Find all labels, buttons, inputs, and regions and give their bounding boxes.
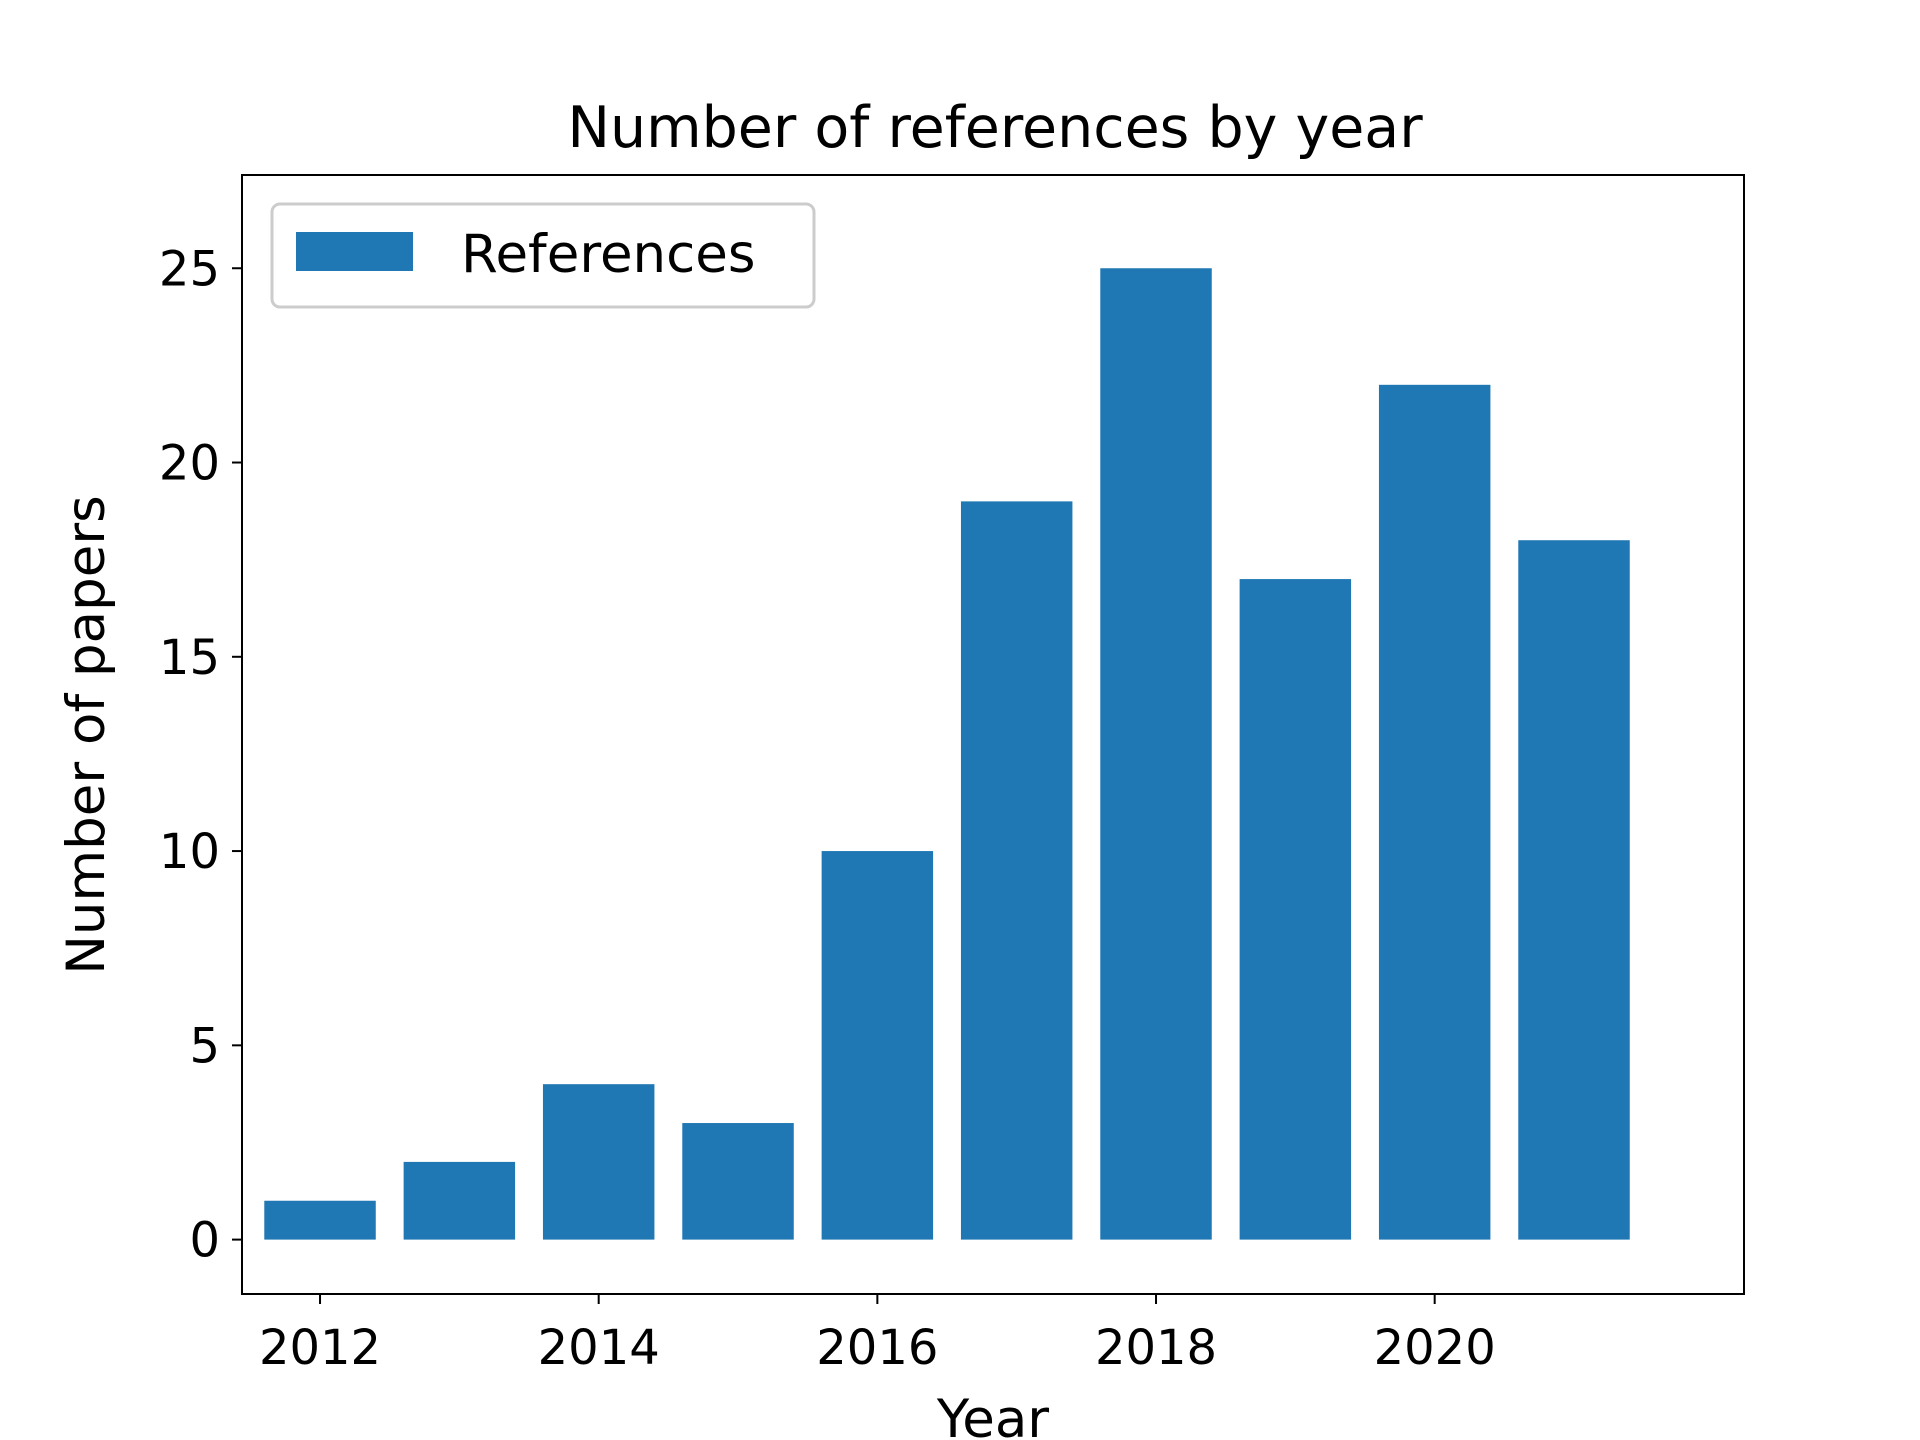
bar-2018 [1100, 268, 1212, 1240]
x-tick-label: 2014 [538, 1320, 660, 1376]
bar-2017 [960, 501, 1073, 1240]
x-tick-label: 2018 [1095, 1320, 1217, 1376]
bar-2020 [1378, 384, 1491, 1240]
legend-swatch [296, 232, 413, 271]
y-axis-ticks: 0 5 10 15 20 25 [159, 241, 242, 1269]
bar-2016 [821, 851, 934, 1240]
x-axis-ticks: 2012 2014 2016 2018 2020 [259, 1294, 1496, 1376]
x-tick-label: 2012 [259, 1320, 381, 1376]
y-axis-label: Number of papers [56, 495, 117, 974]
legend: References [270, 202, 816, 309]
bar-2014 [542, 1084, 655, 1240]
y-tick-label: 15 [159, 630, 220, 686]
y-tick-label: 0 [189, 1213, 220, 1269]
x-tick-label: 2016 [816, 1320, 938, 1376]
bar-2013 [403, 1161, 516, 1240]
x-axis-label: Year [936, 1389, 1049, 1440]
bar-2021 [1518, 540, 1630, 1240]
plot-area-frame [241, 174, 1745, 1295]
bar-2012 [264, 1200, 376, 1240]
x-tick-label: 2020 [1374, 1320, 1496, 1376]
legend-box [270, 202, 816, 309]
y-tick-label: 5 [189, 1018, 220, 1074]
y-tick-label: 10 [159, 824, 220, 880]
bar-2019 [1239, 579, 1352, 1240]
legend-label: References [461, 224, 756, 285]
chart-title: Number of references by year [567, 95, 1423, 161]
y-tick-label: 20 [159, 436, 220, 492]
bars-group [264, 268, 1630, 1240]
y-tick-label: 25 [159, 241, 220, 297]
bar-2015 [682, 1123, 794, 1240]
